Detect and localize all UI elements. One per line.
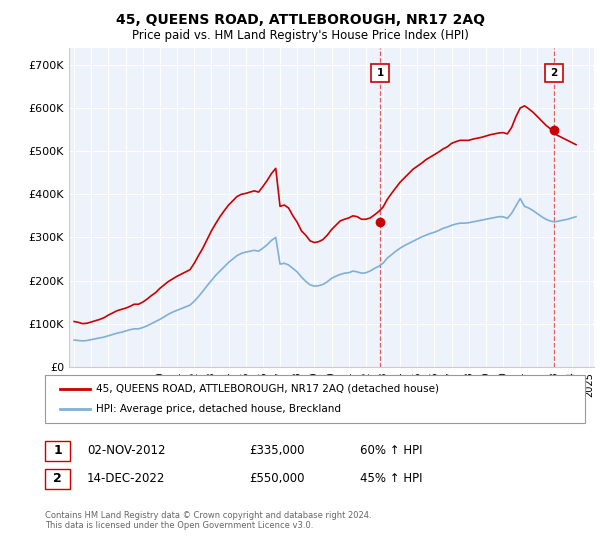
Text: 60% ↑ HPI: 60% ↑ HPI — [360, 444, 422, 458]
Text: 1: 1 — [376, 68, 383, 78]
Text: 45% ↑ HPI: 45% ↑ HPI — [360, 472, 422, 486]
Text: £550,000: £550,000 — [249, 472, 305, 486]
Text: 45, QUEENS ROAD, ATTLEBOROUGH, NR17 2AQ: 45, QUEENS ROAD, ATTLEBOROUGH, NR17 2AQ — [115, 13, 485, 27]
Text: 1: 1 — [53, 444, 62, 458]
Text: HPI: Average price, detached house, Breckland: HPI: Average price, detached house, Brec… — [96, 404, 341, 414]
Text: Contains HM Land Registry data © Crown copyright and database right 2024.
This d: Contains HM Land Registry data © Crown c… — [45, 511, 371, 530]
Text: 14-DEC-2022: 14-DEC-2022 — [87, 472, 166, 486]
Text: Price paid vs. HM Land Registry's House Price Index (HPI): Price paid vs. HM Land Registry's House … — [131, 29, 469, 42]
Text: 2: 2 — [53, 472, 62, 486]
Text: 02-NOV-2012: 02-NOV-2012 — [87, 444, 166, 458]
Text: £335,000: £335,000 — [249, 444, 305, 458]
Text: 45, QUEENS ROAD, ATTLEBOROUGH, NR17 2AQ (detached house): 45, QUEENS ROAD, ATTLEBOROUGH, NR17 2AQ … — [96, 384, 439, 394]
Text: 2: 2 — [550, 68, 557, 78]
